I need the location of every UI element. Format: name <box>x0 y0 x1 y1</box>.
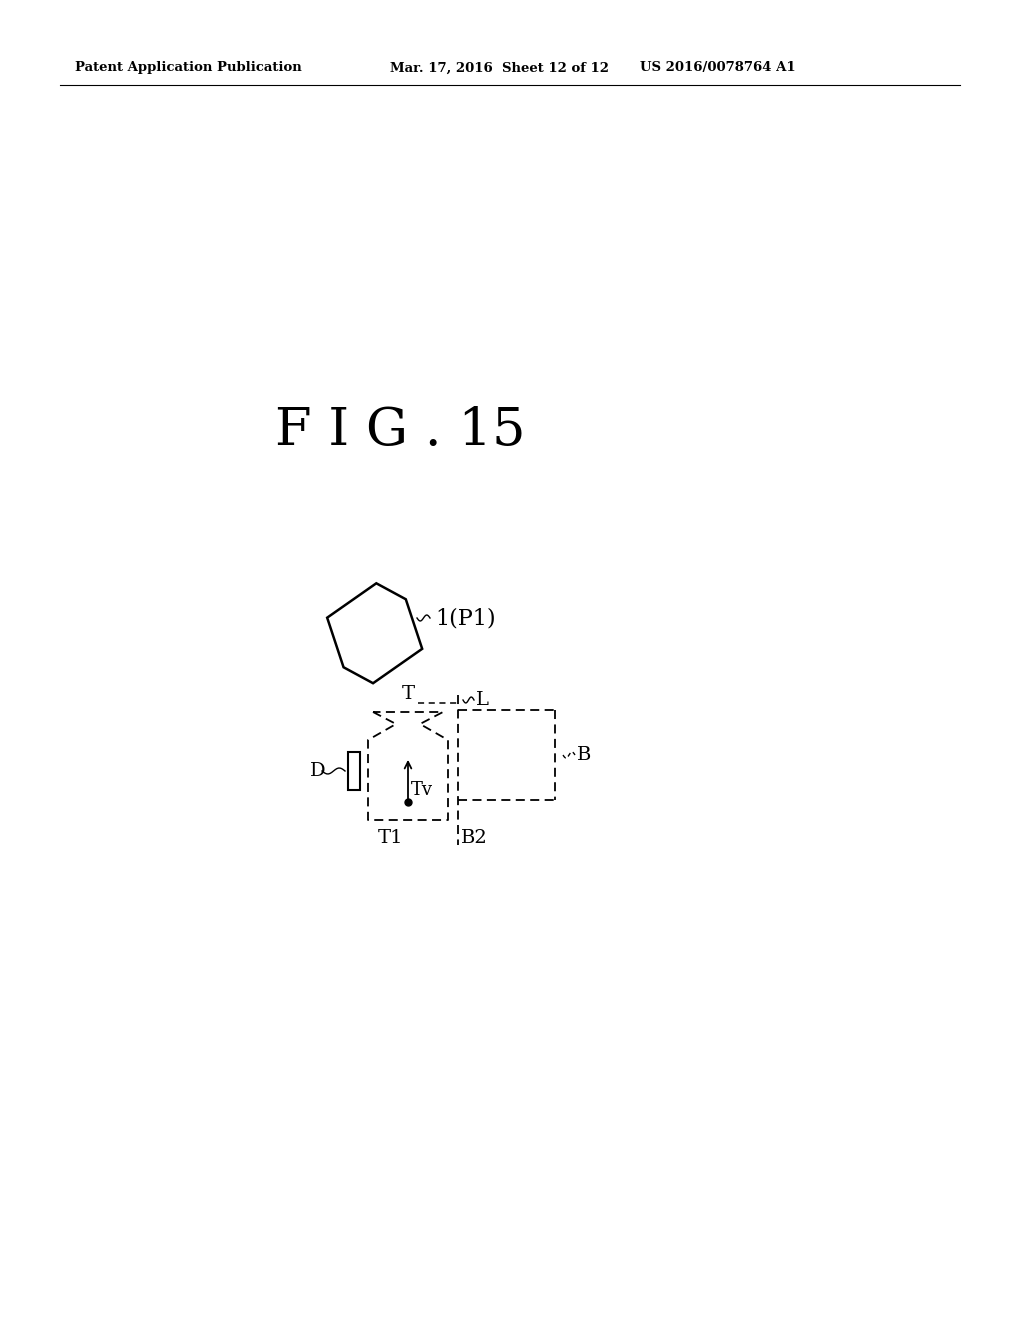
Text: Mar. 17, 2016  Sheet 12 of 12: Mar. 17, 2016 Sheet 12 of 12 <box>390 62 609 74</box>
Text: T1: T1 <box>377 829 402 847</box>
Text: B: B <box>577 746 592 764</box>
Text: 1(P1): 1(P1) <box>435 607 496 630</box>
Text: F I G . 15: F I G . 15 <box>274 404 525 455</box>
Text: D: D <box>310 762 326 780</box>
Text: B2: B2 <box>461 829 487 847</box>
Text: L: L <box>476 690 489 709</box>
Text: US 2016/0078764 A1: US 2016/0078764 A1 <box>640 62 796 74</box>
Text: T: T <box>401 685 415 704</box>
Bar <box>348 752 360 789</box>
Text: Patent Application Publication: Patent Application Publication <box>75 62 302 74</box>
Text: Tv: Tv <box>411 781 433 799</box>
